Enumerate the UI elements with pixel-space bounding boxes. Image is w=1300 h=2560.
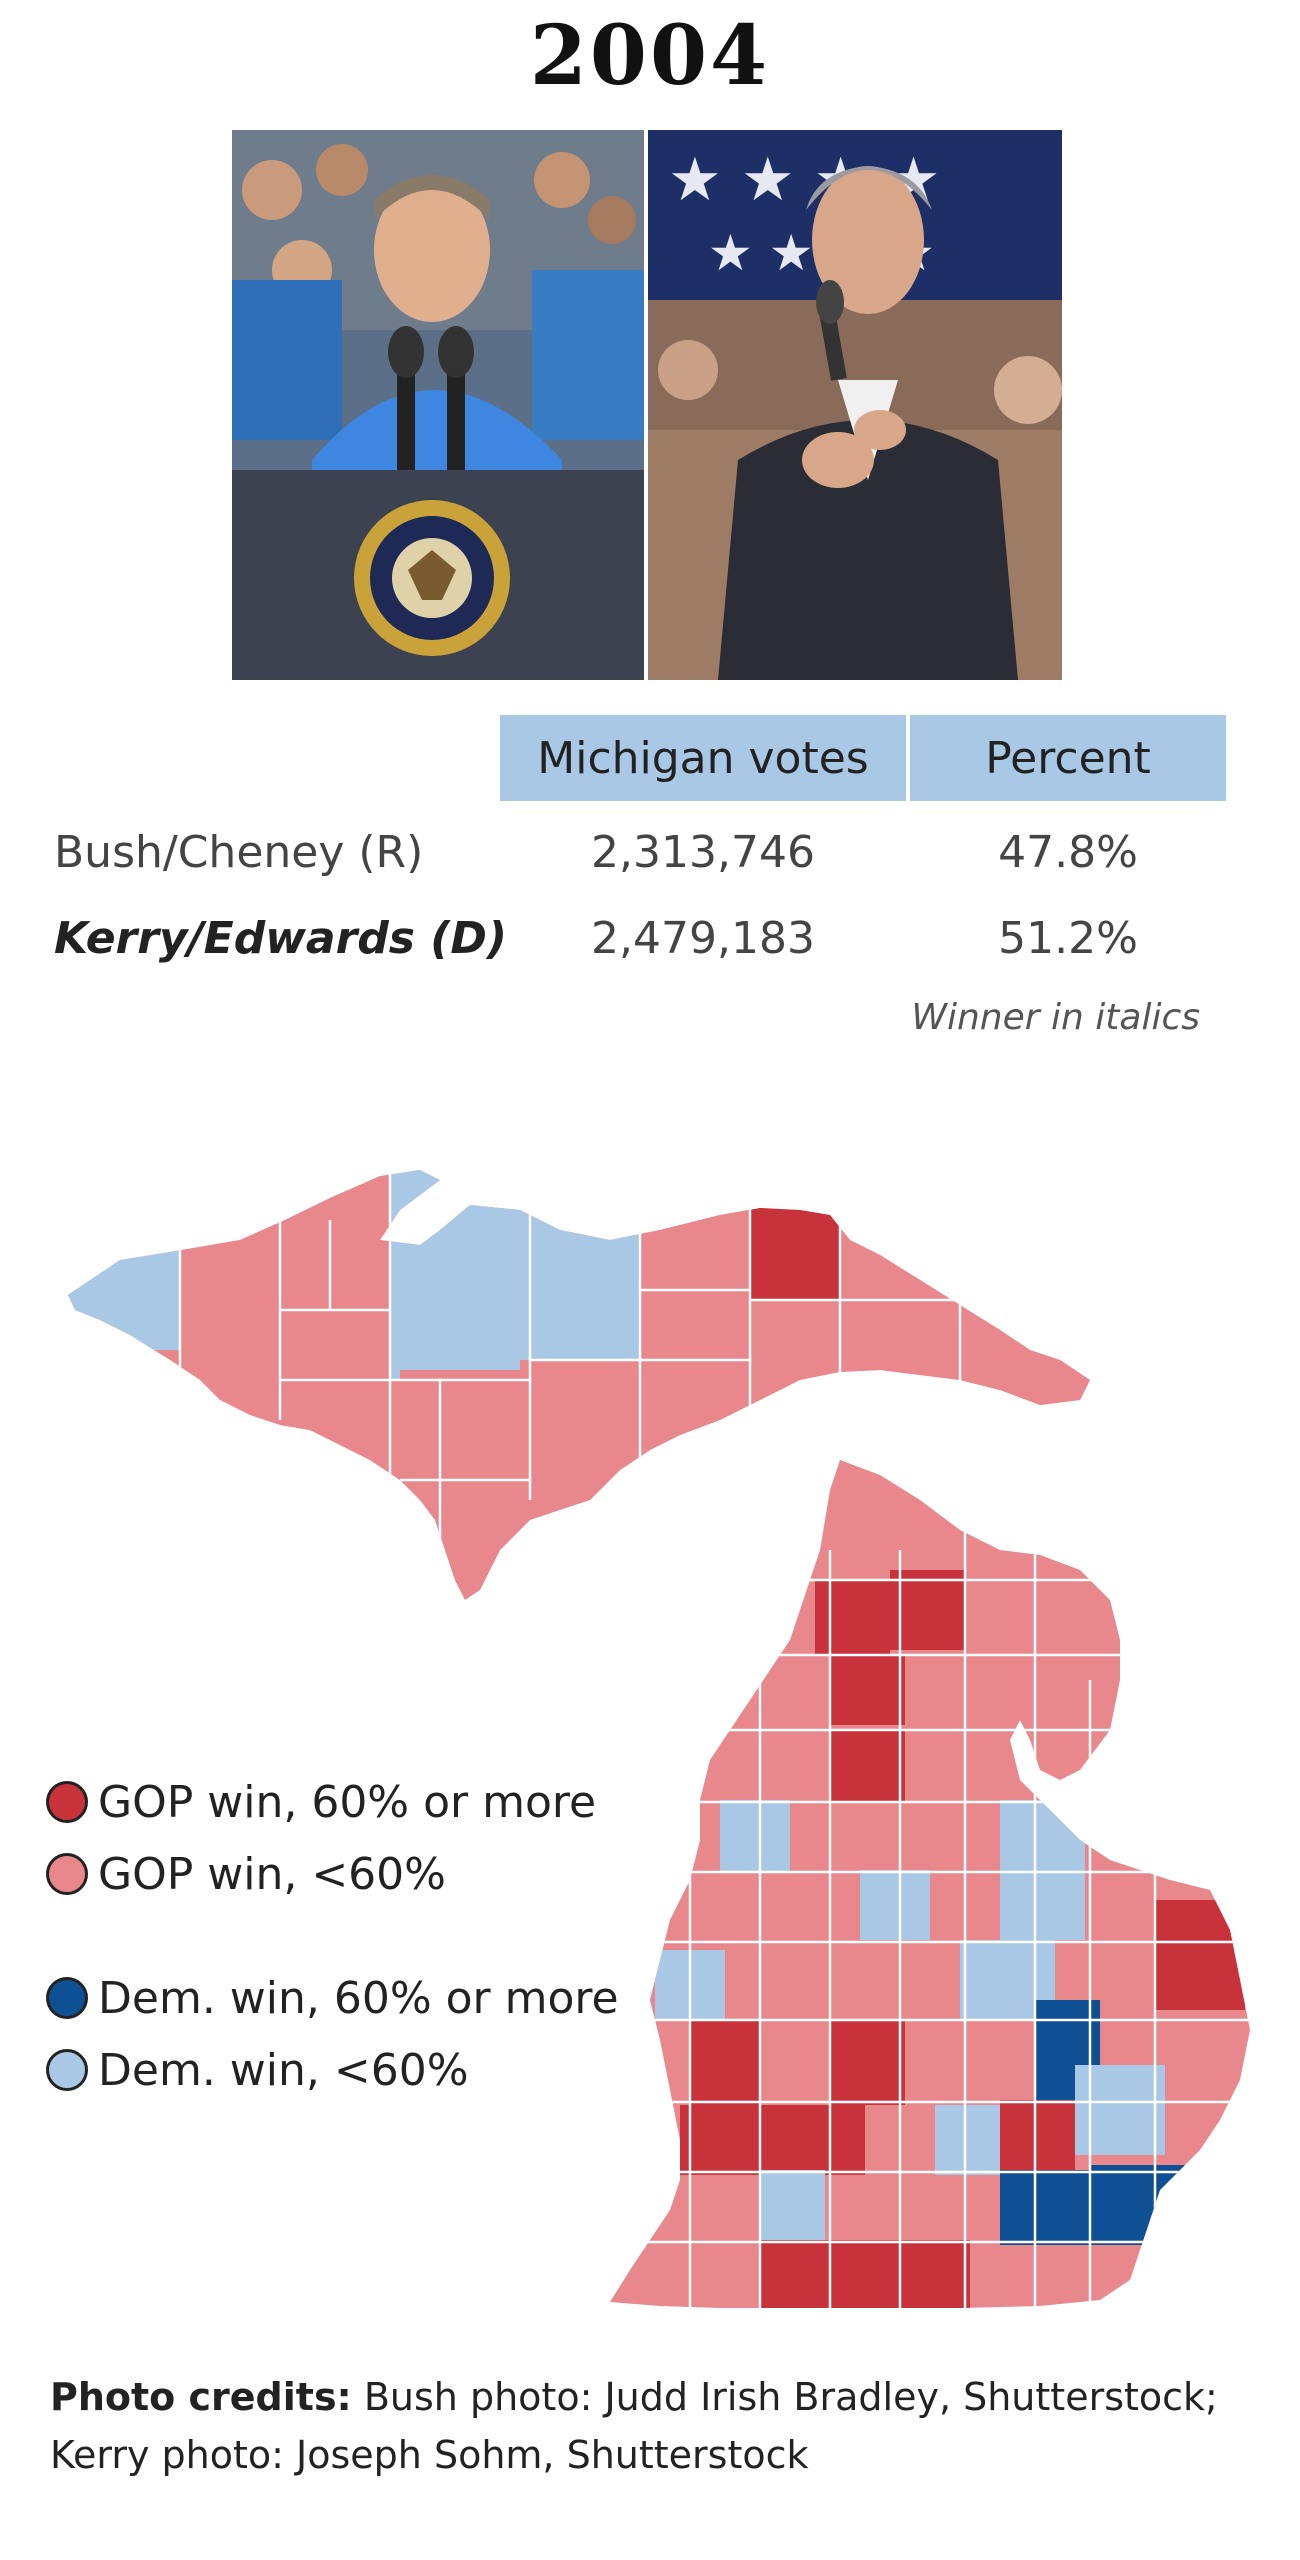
credits-label: Photo credits: xyxy=(50,2375,352,2419)
candidate-name: Kerry/Edwards (D) xyxy=(54,913,508,964)
winner-note: Winner in italics xyxy=(911,997,1200,1038)
legend-label: Dem. win, <60% xyxy=(98,2044,469,2096)
legend-item-gop-lean: GOP win, <60% xyxy=(46,1844,446,1904)
header-percent: Percent xyxy=(910,715,1226,801)
photo-credits: Photo credits: Bush photo: Judd Irish Br… xyxy=(50,2368,1270,2484)
legend-item-gop-strong: GOP win, 60% or more xyxy=(46,1772,596,1832)
credits-line-1: Photo credits: Bush photo: Judd Irish Br… xyxy=(50,2368,1270,2426)
page-title: 2004 xyxy=(529,8,771,104)
header-michigan-votes: Michigan votes xyxy=(500,715,906,801)
bush-photo xyxy=(232,130,644,680)
legend-swatch xyxy=(46,1781,88,1823)
legend-label: GOP win, <60% xyxy=(98,1848,446,1900)
vote-percent: 47.8% xyxy=(998,827,1138,878)
candidate-name: Bush/Cheney (R) xyxy=(54,827,424,878)
credits-line-2: Kerry photo: Joseph Sohm, Shutterstock xyxy=(50,2433,809,2477)
table-row-kerry: Kerry/Edwards (D) 2,479,183 51.2% xyxy=(40,901,1240,981)
legend-item-dem-strong: Dem. win, 60% or more xyxy=(46,1968,619,2028)
candidate-photos: ★ ★ ★ ★ ★ ★ ★ ★ xyxy=(232,130,1062,680)
vote-count: 2,479,183 xyxy=(591,913,815,964)
table-row-bush: Bush/Cheney (R) 2,313,746 47.8% xyxy=(40,815,1240,895)
legend-label: GOP win, 60% or more xyxy=(98,1776,597,1828)
vote-count: 2,313,746 xyxy=(591,827,815,878)
vote-percent: 51.2% xyxy=(998,913,1138,964)
michigan-county-map xyxy=(0,1080,1300,2340)
legend-label: Dem. win, 60% or more xyxy=(98,1972,619,2024)
legend-swatch xyxy=(46,1853,88,1895)
legend-item-dem-lean: Dem. win, <60% xyxy=(46,2040,469,2100)
legend-swatch xyxy=(46,2049,88,2091)
credits-bush: Bush photo: Judd Irish Bradley, Shutters… xyxy=(363,2375,1218,2419)
kerry-photo: ★ ★ ★ ★ ★ ★ ★ ★ xyxy=(648,130,1062,680)
legend-swatch xyxy=(46,1977,88,2019)
